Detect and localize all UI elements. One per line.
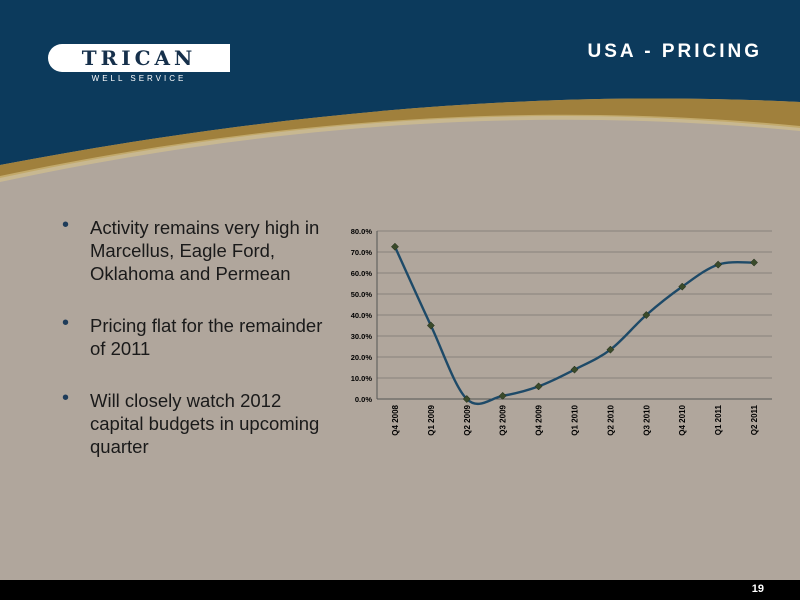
x-tick-label: Q2 2009 [463,404,472,435]
footer-bar: 19 [0,580,800,600]
x-tick-label: Q3 2010 [642,404,651,435]
x-tick-label: Q4 2008 [391,404,400,435]
data-point-marker [606,345,615,354]
series-line [393,246,755,405]
y-tick-label: 70.0% [351,248,373,257]
bullet-dot-icon: • [62,387,70,409]
data-point-marker [570,365,579,374]
data-point-marker [391,242,399,251]
data-point-marker [714,260,723,269]
bullet-dot-icon: • [62,312,70,334]
y-tick-label: 60.0% [351,269,373,278]
data-point-marker [426,321,435,330]
y-tick-label: 50.0% [351,290,373,299]
bullet-item: • Activity remains very high in Marcellu… [62,214,332,285]
page-number: 19 [751,583,764,595]
data-point-marker [534,382,543,391]
bullet-list: • Activity remains very high in Marcellu… [62,214,332,487]
x-tick-label: Q2 2011 [750,404,759,435]
y-tick-label: 80.0% [351,227,373,236]
header-banner [0,0,800,182]
logo-tagline: WELL SERVICE [91,74,187,83]
x-tick-label: Q3 2009 [499,404,508,435]
bullet-text: Will closely watch 2012 capital budgets … [90,390,320,457]
x-tick-label: Q4 2010 [678,404,687,435]
y-tick-label: 20.0% [351,353,373,362]
y-tick-label: 40.0% [351,311,373,320]
data-point-marker [462,395,471,403]
x-tick-label: Q1 2010 [571,404,580,435]
pricing-line-chart: 0.0% 10.0% 20.0% 30.0% 40.0% 50.0% 60.0% 70.0% 8… [351,227,772,436]
bullet-dot-icon: • [62,214,70,236]
slide-title: USA - PRICING [587,41,762,62]
x-tick-label: Q1 2009 [427,404,436,435]
y-tick-label: 30.0% [351,332,373,341]
y-tick-label: 0.0% [355,395,372,404]
data-point-marker [750,258,758,267]
bullet-item: • Will closely watch 2012 capital budget… [62,387,332,458]
trican-logo: TRICAN [48,44,230,72]
bullet-text: Activity remains very high in Marcellus,… [90,217,320,284]
logo-wordmark: TRICAN [81,46,197,70]
data-point-marker [642,311,651,319]
bullet-text: Pricing flat for the remainder of 2011 [90,315,323,359]
y-tick-label: 10.0% [351,374,373,383]
x-tick-label: Q2 2010 [606,404,615,435]
data-point-marker [678,282,687,291]
data-point-marker [498,391,507,400]
x-tick-label: Q4 2009 [535,404,544,435]
bullet-item: • Pricing flat for the remainder of 2011 [62,312,332,360]
x-tick-label: Q1 2011 [714,404,723,435]
